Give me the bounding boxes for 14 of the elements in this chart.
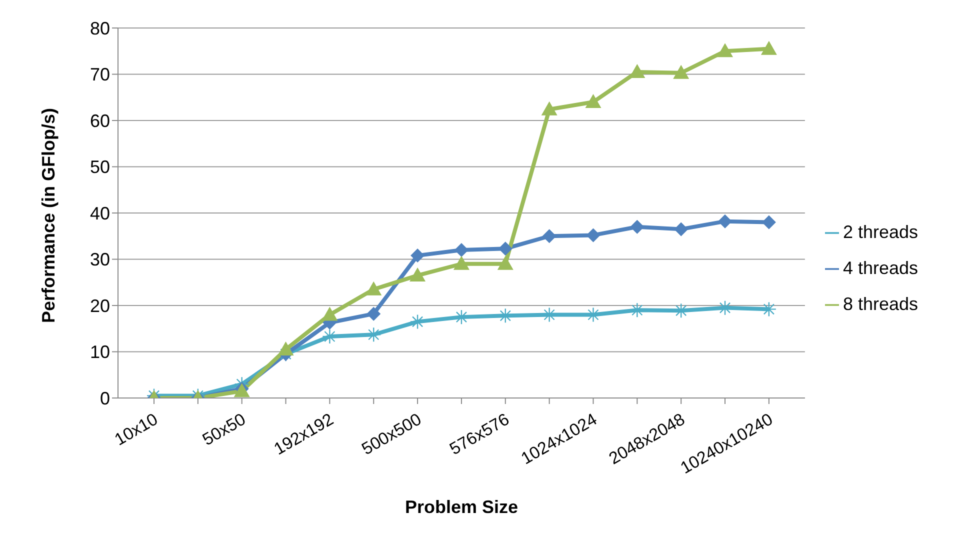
legend-label: 4 threads: [842, 258, 918, 278]
y-tick-label: 20: [90, 296, 110, 316]
y-tick-label: 10: [90, 342, 110, 362]
x-axis-title: Problem Size: [404, 497, 518, 517]
legend-label: 2 threads: [842, 222, 918, 242]
y-tick-label: 0: [100, 388, 110, 408]
y-tick-label: 40: [90, 203, 110, 224]
y-tick-label: 70: [90, 64, 110, 85]
legend-label: 8 threads: [842, 294, 918, 314]
y-tick-label: 60: [90, 110, 110, 131]
y-tick-label: 30: [90, 250, 110, 270]
y-tick-label: 50: [90, 157, 110, 178]
y-axis-title: Performance (in GFlop/s): [38, 108, 58, 323]
y-tick-label: 80: [90, 18, 110, 38]
